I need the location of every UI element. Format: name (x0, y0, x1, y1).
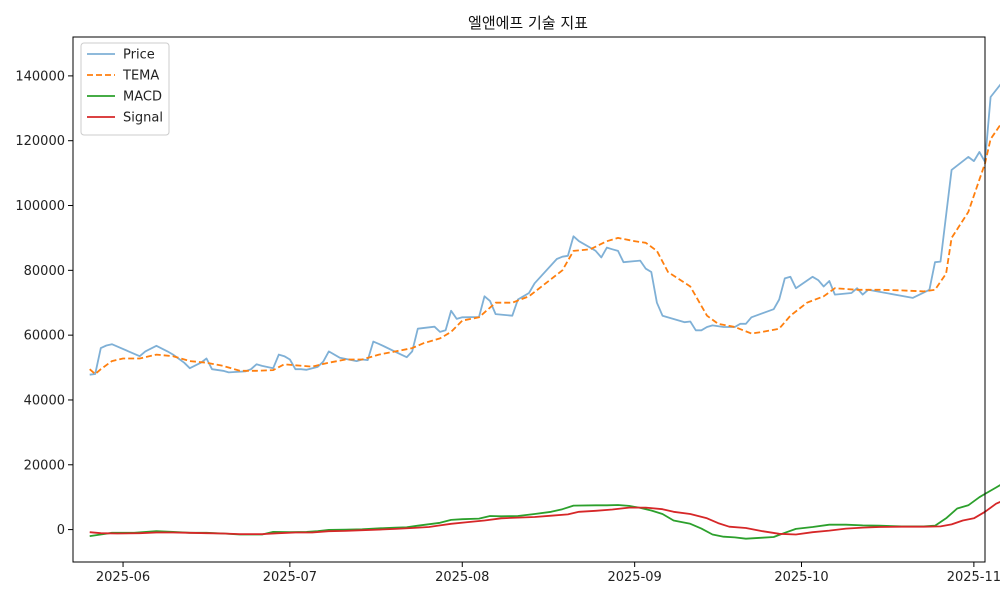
x-tick-label: 2025-09 (607, 570, 661, 585)
y-tick-label: 140000 (15, 69, 65, 84)
y-tick-label: 80000 (24, 264, 65, 279)
y-tick-label: 60000 (24, 329, 65, 344)
series-line-tema (89, 123, 1000, 375)
y-axis: 0 20000 40000 60000 80000 100000 120000 140000 (15, 69, 73, 538)
legend-label-signal: Signal (123, 111, 163, 126)
y-tick-label: 100000 (15, 199, 65, 214)
legend-label-price: Price (123, 48, 155, 63)
series-line-signal (89, 500, 1000, 536)
legend-box (80, 42, 170, 136)
y-tick-label: 40000 (24, 393, 65, 408)
y-tick-label: 20000 (24, 458, 65, 473)
x-axis: 2025-06 2025-07 2025-08 2025-09 2025-10 2025-… (96, 562, 1000, 585)
series-line-price (89, 83, 1000, 376)
x-tick-label: 2025-08 (435, 570, 489, 585)
y-tick-label: 120000 (15, 134, 65, 149)
y-tick-label: 0 (57, 523, 65, 538)
plot-frame (72, 36, 986, 563)
legend-label-macd: MACD (123, 90, 162, 105)
x-tick-label: 2025-07 (263, 570, 317, 585)
chart-title: 엘앤에프 기술 지표 (468, 14, 588, 32)
x-tick-label: 2025-10 (774, 570, 828, 585)
x-tick-label: 2025-06 (96, 570, 150, 585)
legend: Price TEMA MACD Signal (80, 42, 170, 136)
x-tick-label: 2025-11 (947, 570, 1000, 585)
series-layer (89, 83, 1000, 540)
legend-label-tema: TEMA (122, 69, 159, 84)
